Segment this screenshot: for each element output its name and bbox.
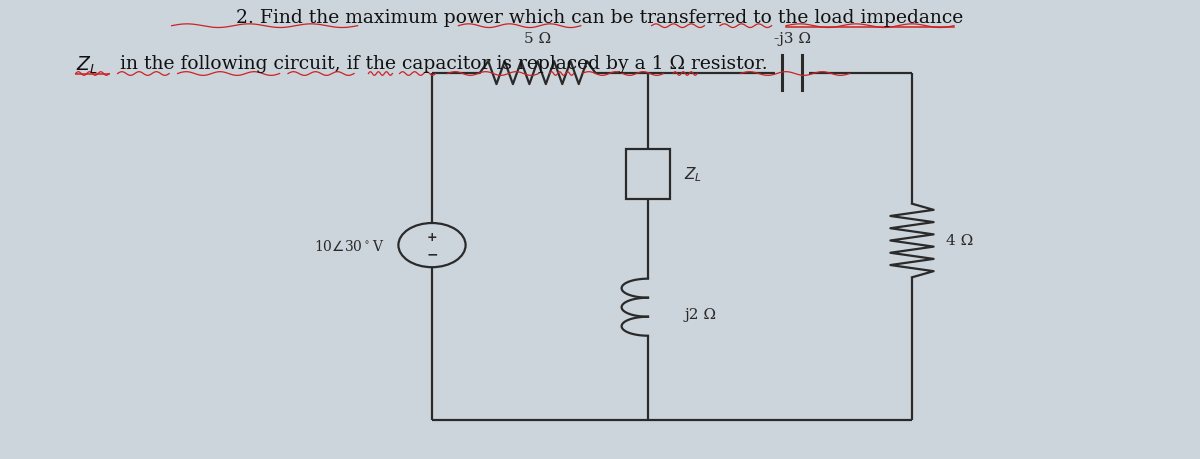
Text: $Z_L$: $Z_L$ [684, 165, 702, 184]
Text: 4 Ω: 4 Ω [946, 234, 973, 248]
Bar [626, 149, 670, 200]
Text: +: + [427, 231, 437, 244]
Text: 10$\angle$30$^\circ$V: 10$\angle$30$^\circ$V [313, 238, 384, 253]
Text: 2. Find the maximum power which can be transferred to the load impedance: 2. Find the maximum power which can be t… [236, 9, 964, 27]
Text: -j3 Ω: -j3 Ω [774, 32, 810, 46]
Text: 5 Ω: 5 Ω [524, 32, 551, 46]
Text: $Z_L$: $Z_L$ [76, 55, 97, 76]
Text: in the following circuit, if the capacitor is replaced by a 1 Ω resistor.: in the following circuit, if the capacit… [114, 55, 768, 73]
Text: −: − [426, 247, 438, 261]
Text: j2 Ω: j2 Ω [684, 308, 716, 321]
